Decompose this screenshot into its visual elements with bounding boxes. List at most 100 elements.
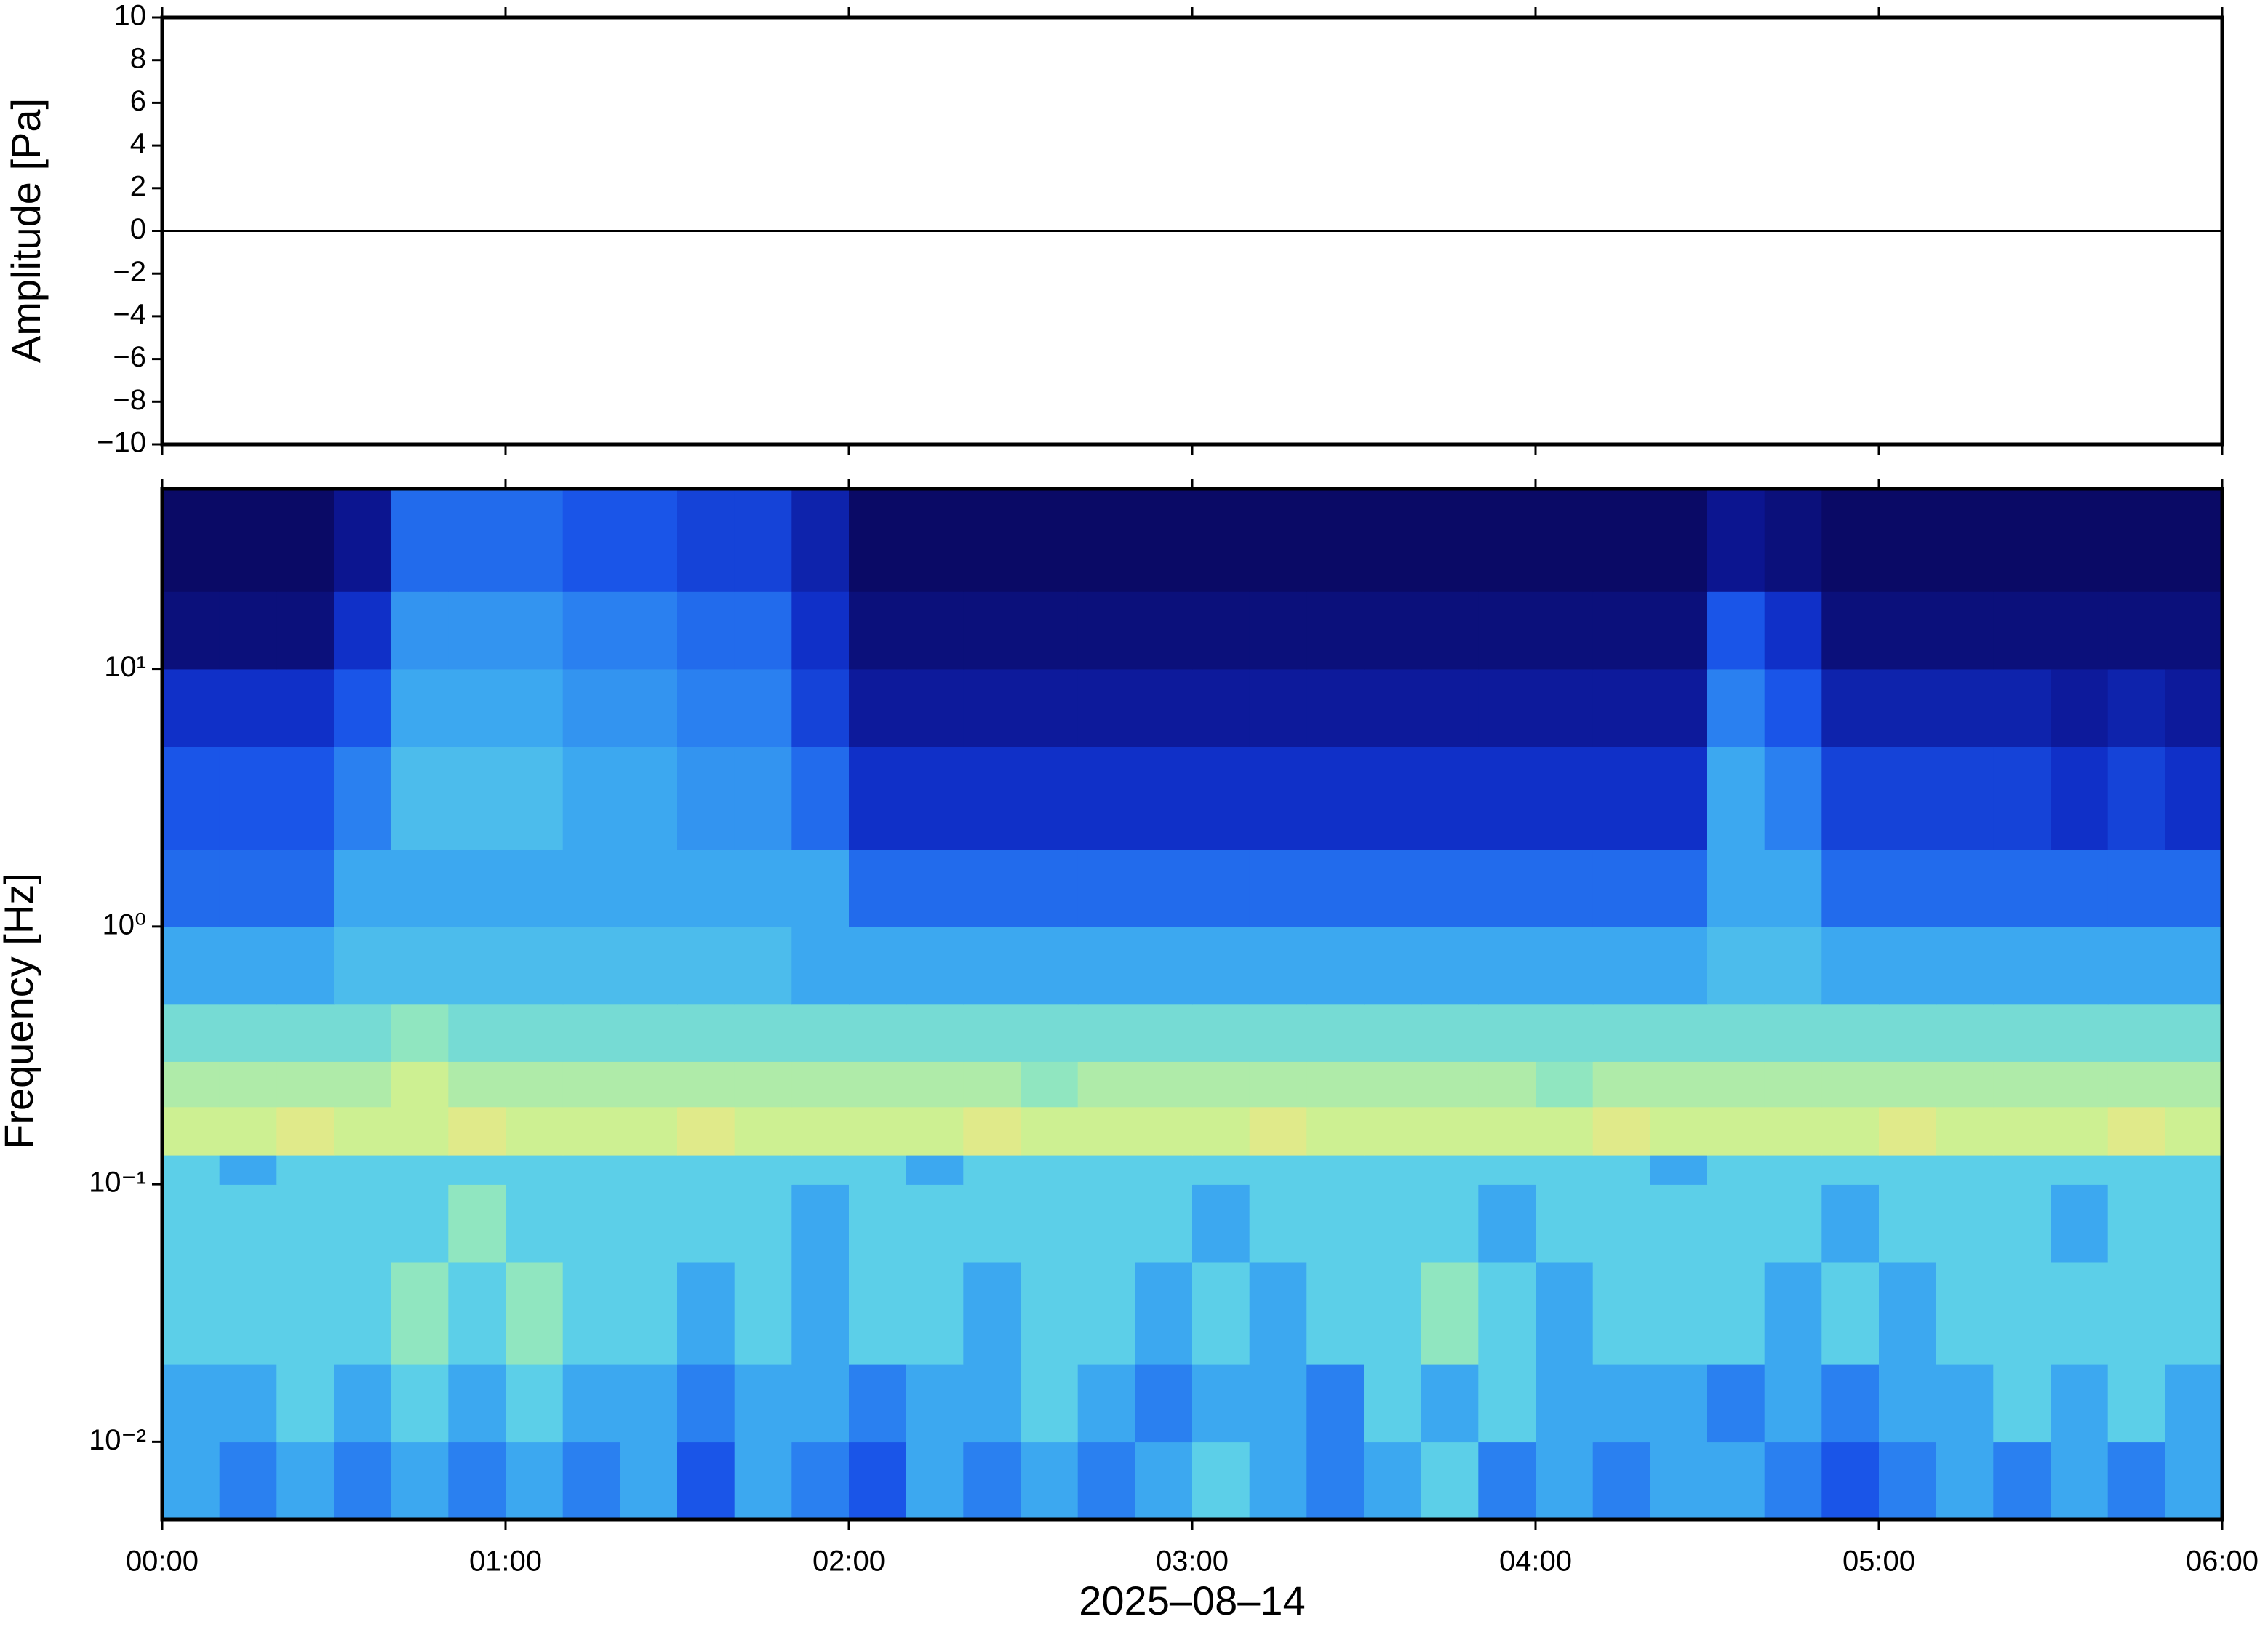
heatmap-cell bbox=[334, 1154, 392, 1185]
heatmap-cell bbox=[1592, 1184, 1651, 1263]
heatmap-cell bbox=[1192, 1154, 1250, 1185]
heatmap-cell bbox=[677, 591, 735, 670]
heatmap-cell bbox=[1993, 668, 2051, 747]
heatmap-cell bbox=[1478, 1261, 1536, 1365]
heatmap-cell bbox=[334, 746, 392, 850]
heatmap-cell bbox=[1993, 1061, 2051, 1108]
heatmap-cell bbox=[562, 1154, 621, 1185]
heatmap-cell bbox=[620, 926, 678, 1005]
heatmap-cell bbox=[677, 1364, 735, 1443]
heatmap-cell bbox=[1077, 1154, 1136, 1185]
heatmap-cell bbox=[1249, 1261, 1308, 1365]
heatmap-cell bbox=[849, 746, 907, 850]
heatmap-cell bbox=[1707, 1004, 1765, 1062]
heatmap-cell bbox=[963, 746, 1021, 850]
heatmap-cell bbox=[1364, 849, 1422, 927]
heatmap-cell bbox=[1650, 746, 1708, 850]
heatmap-cell bbox=[1364, 1184, 1422, 1263]
heatmap-cell bbox=[1077, 1061, 1136, 1108]
heatmap-cell bbox=[1592, 1442, 1651, 1520]
heatmap-cell bbox=[1192, 746, 1250, 850]
x-tick-label: 00:00 bbox=[126, 1546, 199, 1578]
heatmap-cell bbox=[1192, 1364, 1250, 1443]
heatmap-cell bbox=[1478, 489, 1536, 592]
heatmap-cell bbox=[1021, 1442, 1079, 1520]
heatmap-cell bbox=[1077, 1004, 1136, 1062]
heatmap-cell bbox=[849, 668, 907, 747]
heatmap-cell bbox=[1764, 926, 1823, 1005]
heatmap-cell bbox=[1135, 1184, 1193, 1263]
heatmap-cell bbox=[677, 489, 735, 592]
heatmap-cell bbox=[1993, 1364, 2051, 1443]
heatmap-cell bbox=[1306, 926, 1365, 1005]
heatmap-cell bbox=[963, 849, 1021, 927]
heatmap-cell bbox=[1249, 1442, 1308, 1520]
heatmap-cell bbox=[1707, 591, 1765, 670]
heatmap-cell bbox=[391, 1106, 450, 1156]
heatmap-cell bbox=[906, 1261, 965, 1365]
heatmap-cell bbox=[906, 489, 965, 592]
heatmap-cell bbox=[1879, 1442, 1937, 1520]
heatmap-cell bbox=[2107, 591, 2166, 670]
heatmap-cell bbox=[1764, 1106, 1823, 1156]
heatmap-cell bbox=[734, 591, 793, 670]
y-axis-label: Frequency [Hz] bbox=[0, 873, 41, 1149]
heatmap-cell bbox=[2107, 1364, 2166, 1443]
heatmap-cell bbox=[1650, 1364, 1708, 1443]
heatmap-cell bbox=[1077, 849, 1136, 927]
heatmap-cell bbox=[677, 668, 735, 747]
heatmap-cell bbox=[1077, 1106, 1136, 1156]
heatmap-cell bbox=[1364, 1154, 1422, 1185]
y-tick-label: 4 bbox=[130, 128, 146, 160]
heatmap-cell bbox=[1764, 849, 1823, 927]
heatmap-cell bbox=[506, 489, 564, 592]
heatmap-cell bbox=[849, 1261, 907, 1365]
heatmap-cell bbox=[1135, 1261, 1193, 1365]
heatmap-cell bbox=[1879, 1106, 1937, 1156]
heatmap-cell bbox=[906, 926, 965, 1005]
y-tick-label: 2 bbox=[130, 170, 146, 202]
heatmap-cell bbox=[906, 1442, 965, 1520]
y-tick-label: 8 bbox=[130, 42, 146, 74]
heatmap-cell bbox=[562, 1261, 621, 1365]
heatmap-cell bbox=[1879, 591, 1937, 670]
heatmap-cell bbox=[1478, 1184, 1536, 1263]
heatmap-cell bbox=[1707, 1261, 1765, 1365]
heatmap-cell bbox=[1077, 926, 1136, 1005]
heatmap-cell bbox=[1592, 591, 1651, 670]
heatmap-cell bbox=[1421, 668, 1480, 747]
x-tick-label: 04:00 bbox=[1499, 1546, 1572, 1578]
heatmap-cell bbox=[162, 1154, 220, 1185]
x-tick-label: 05:00 bbox=[1842, 1546, 1915, 1578]
heatmap-cell bbox=[1249, 1061, 1308, 1108]
heatmap-cell bbox=[1936, 1442, 1995, 1520]
heatmap-cell bbox=[2165, 1184, 2223, 1263]
heatmap-cell bbox=[276, 1261, 335, 1365]
heatmap-cell bbox=[334, 489, 392, 592]
heatmap-cell bbox=[1592, 1061, 1651, 1108]
heatmap-cell bbox=[734, 1364, 793, 1443]
heatmap-cell bbox=[2107, 746, 2166, 850]
heatmap-cell bbox=[620, 1364, 678, 1443]
heatmap-cell bbox=[1478, 1442, 1536, 1520]
heatmap-cell bbox=[906, 1061, 965, 1108]
y-tick-label: 10⁻² bbox=[89, 1424, 146, 1456]
heatmap-cell bbox=[506, 1106, 564, 1156]
heatmap-cell bbox=[734, 1061, 793, 1108]
heatmap-cell bbox=[1707, 746, 1765, 850]
heatmap-cell bbox=[1650, 1154, 1708, 1185]
heatmap-cell bbox=[791, 849, 850, 927]
heatmap-cell bbox=[1707, 1364, 1765, 1443]
heatmap-cell bbox=[506, 1061, 564, 1108]
heatmap-cell bbox=[2165, 591, 2223, 670]
heatmap-cell bbox=[1364, 1106, 1422, 1156]
heatmap-cell bbox=[1993, 1261, 2051, 1365]
heatmap-cell bbox=[1135, 591, 1193, 670]
heatmap-cell bbox=[1536, 1154, 1594, 1185]
heatmap-cell bbox=[1821, 746, 1880, 850]
heatmap-cell bbox=[1879, 1061, 1937, 1108]
heatmap-cell bbox=[1021, 746, 1079, 850]
heatmap-cell bbox=[1135, 668, 1193, 747]
heatmap-cell bbox=[1707, 926, 1765, 1005]
heatmap-cell bbox=[448, 489, 506, 592]
